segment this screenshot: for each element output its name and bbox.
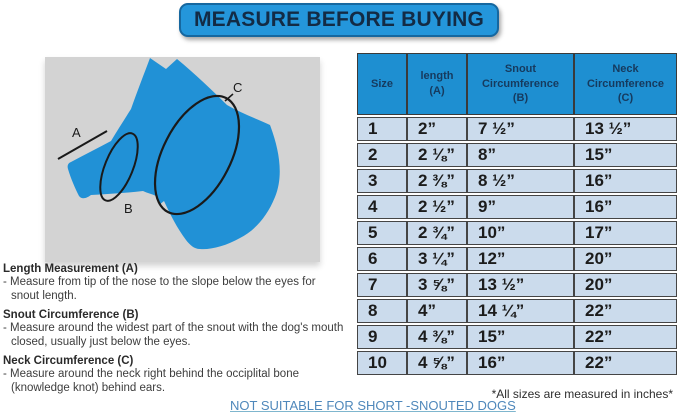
table-header-row: Size length (A) Snout Circumference (B) Nec…: [357, 53, 677, 115]
table-cell: 16”: [574, 169, 677, 193]
table-cell: 22”: [574, 299, 677, 323]
table-cell: 2”: [407, 117, 467, 141]
table-cell: 4 ⅜”: [407, 325, 467, 349]
size-chart: Size length (A) Snout Circumference (B) Nec…: [357, 51, 677, 377]
table-cell: 7 ½”: [467, 117, 574, 141]
table-cell: 7: [357, 273, 407, 297]
table-cell: 5: [357, 221, 407, 245]
label-c-tick: [224, 93, 234, 102]
table-cell: 6: [357, 247, 407, 271]
page-title: MEASURE BEFORE BUYING: [193, 8, 485, 31]
table-cell: 3 ⅝”: [407, 273, 467, 297]
label-c: C: [233, 80, 242, 95]
table-row: 1 2” 7 ½” 13 ½”: [357, 117, 677, 141]
table-cell: 13 ½”: [467, 273, 574, 297]
table-cell: 13 ½”: [574, 117, 677, 141]
column-header: Size: [357, 53, 407, 115]
dog-silhouette-shape: [67, 58, 280, 250]
table-cell: 20”: [574, 273, 677, 297]
table-cell: 17”: [574, 221, 677, 245]
table-cell: 12”: [467, 247, 574, 271]
table-row: 8 4” 14 ¼” 22”: [357, 299, 677, 323]
table-cell: 3 ¼”: [407, 247, 467, 271]
table-cell: 2 ¾”: [407, 221, 467, 245]
size-table: Size length (A) Snout Circumference (B) Nec…: [357, 51, 677, 377]
table-cell: 9: [357, 325, 407, 349]
measure-ellipse-c: [153, 94, 241, 216]
sizes-footnote: *All sizes are measured in inches*: [491, 387, 673, 401]
note-snout-heading: Snout Circumference (B): [3, 309, 139, 322]
table-cell: 9”: [467, 195, 574, 219]
table-cell: 15”: [467, 325, 574, 349]
table-cell: 8”: [467, 143, 574, 167]
label-a: A: [72, 125, 81, 140]
table-cell: 8 ½”: [467, 169, 574, 193]
table-cell: 4: [357, 195, 407, 219]
table-cell: 22”: [574, 351, 677, 375]
column-header: Neck Circumference (C): [574, 53, 677, 115]
dog-diagram-panel: A B C: [45, 57, 320, 262]
note-neck-heading: Neck Circumference (C): [3, 355, 134, 368]
label-b: B: [124, 201, 133, 216]
table-cell: 16”: [574, 195, 677, 219]
table-cell: 1: [357, 117, 407, 141]
note-length-body: - Measure from tip of the nose to the sl…: [3, 276, 316, 302]
table-cell: 15”: [574, 143, 677, 167]
note-snout: Snout Circumference (B) - Measure around…: [3, 309, 355, 349]
note-neck-body: - Measure around the neck right behind t…: [3, 368, 299, 394]
table-cell: 4 ⅝”: [407, 351, 467, 375]
column-header: length (A): [407, 53, 467, 115]
table-cell: 2 ⅛”: [407, 143, 467, 167]
table-cell: 2 ½”: [407, 195, 467, 219]
table-cell: 2 ⅜”: [407, 169, 467, 193]
table-head: Size length (A) Snout Circumference (B) Nec…: [357, 53, 677, 115]
title-banner: MEASURE BEFORE BUYING: [179, 3, 499, 37]
measurement-notes: Length Measurement (A) - Measure from ti…: [3, 263, 355, 401]
table-cell: 8: [357, 299, 407, 323]
table-cell: 16”: [467, 351, 574, 375]
table-cell: 3: [357, 169, 407, 193]
table-cell: 20”: [574, 247, 677, 271]
table-cell: 4”: [407, 299, 467, 323]
note-length: Length Measurement (A) - Measure from ti…: [3, 263, 355, 303]
column-header: Snout Circumference (B): [467, 53, 574, 115]
table-row: 10 4 ⅝” 16” 22”: [357, 351, 677, 375]
table-cell: 22”: [574, 325, 677, 349]
table-cell: 10: [357, 351, 407, 375]
short-snout-warning: NOT SUITABLE FOR SHORT -SNOUTED DOGS: [230, 398, 516, 413]
note-neck: Neck Circumference (C) - Measure around …: [3, 355, 355, 395]
note-snout-body: - Measure around the widest part of the …: [3, 322, 344, 348]
table-cell: 14 ¼”: [467, 299, 574, 323]
measure-ellipse-b: [99, 132, 139, 202]
table-body: 1 2” 7 ½” 13 ½” 2 2 ⅛” 8” 15” 3 2 ⅜” 8 ½” 16” 4 2 ½” 9…: [357, 117, 677, 375]
table-cell: 10”: [467, 221, 574, 245]
measure-line-a: [57, 130, 108, 160]
table-cell: 2: [357, 143, 407, 167]
dog-head-diagram: A B C: [57, 58, 280, 250]
note-length-heading: Length Measurement (A): [3, 263, 138, 275]
